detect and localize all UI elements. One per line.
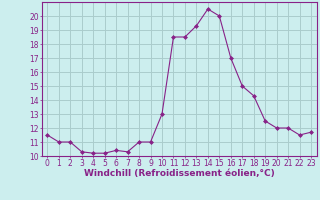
X-axis label: Windchill (Refroidissement éolien,°C): Windchill (Refroidissement éolien,°C) — [84, 169, 275, 178]
